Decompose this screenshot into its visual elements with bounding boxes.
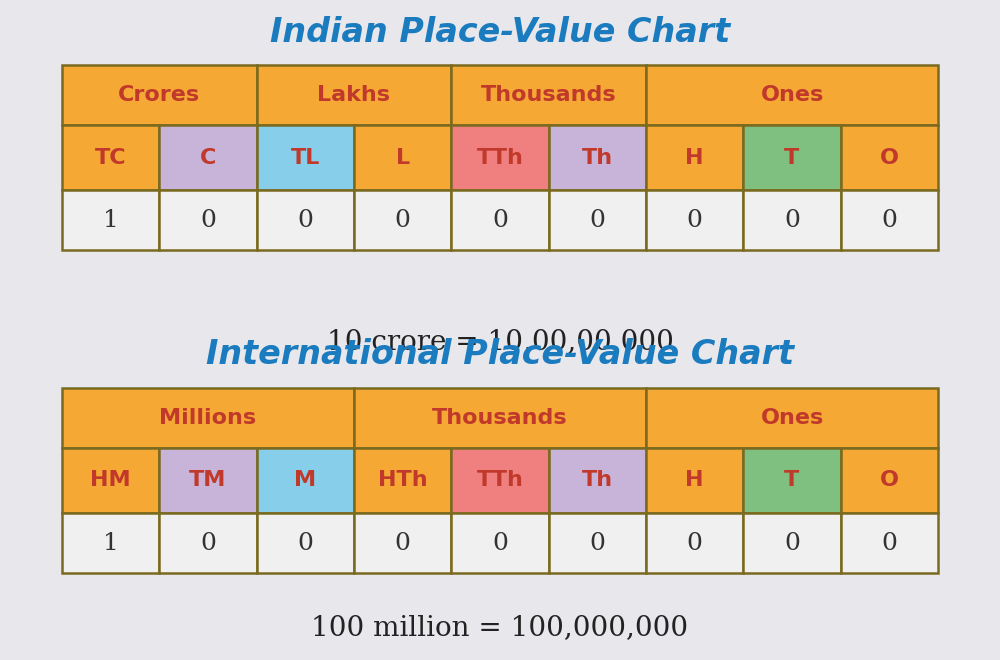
Text: 1: 1: [103, 209, 119, 232]
Bar: [62, 190, 159, 250]
Bar: [646, 125, 743, 190]
Text: HM: HM: [90, 471, 131, 490]
Bar: [354, 190, 451, 250]
Bar: [743, 125, 841, 190]
Text: O: O: [880, 471, 899, 490]
Bar: [257, 125, 354, 190]
Bar: [62, 65, 257, 125]
Bar: [451, 513, 549, 573]
Text: Ones: Ones: [760, 408, 824, 428]
Bar: [549, 448, 646, 513]
Text: 100 million = 100,000,000: 100 million = 100,000,000: [311, 614, 689, 642]
Text: HTh: HTh: [378, 471, 427, 490]
Bar: [159, 125, 257, 190]
Bar: [354, 388, 646, 448]
Bar: [646, 388, 938, 448]
Text: 0: 0: [687, 209, 703, 232]
Bar: [841, 125, 938, 190]
Bar: [62, 125, 159, 190]
Bar: [257, 448, 354, 513]
Text: TTh: TTh: [477, 147, 523, 168]
Text: 0: 0: [881, 209, 897, 232]
Bar: [159, 513, 257, 573]
Bar: [451, 65, 646, 125]
Bar: [549, 190, 646, 250]
Text: Ones: Ones: [760, 85, 824, 105]
Bar: [646, 190, 743, 250]
Text: 0: 0: [784, 209, 800, 232]
Bar: [257, 65, 451, 125]
Bar: [257, 190, 354, 250]
Text: 0: 0: [881, 531, 897, 554]
Text: Th: Th: [582, 147, 613, 168]
Text: Lakhs: Lakhs: [317, 85, 390, 105]
Bar: [841, 513, 938, 573]
Text: 0: 0: [784, 531, 800, 554]
Bar: [451, 125, 549, 190]
Bar: [354, 448, 451, 513]
Bar: [549, 513, 646, 573]
Bar: [451, 448, 549, 513]
Bar: [257, 513, 354, 573]
Text: Crores: Crores: [118, 85, 200, 105]
Text: 0: 0: [297, 531, 313, 554]
Bar: [646, 65, 938, 125]
Bar: [743, 513, 841, 573]
Text: 0: 0: [200, 531, 216, 554]
Text: TM: TM: [189, 471, 227, 490]
Text: 0: 0: [492, 209, 508, 232]
Text: Thousands: Thousands: [432, 408, 568, 428]
Text: TC: TC: [95, 147, 126, 168]
Text: Millions: Millions: [159, 408, 257, 428]
Bar: [743, 448, 841, 513]
Text: International Place-Value Chart: International Place-Value Chart: [206, 339, 794, 372]
Text: TL: TL: [291, 147, 320, 168]
Text: Thousands: Thousands: [481, 85, 616, 105]
Text: Indian Place-Value Chart: Indian Place-Value Chart: [270, 15, 730, 48]
Text: 0: 0: [395, 531, 411, 554]
Bar: [354, 125, 451, 190]
Text: O: O: [880, 147, 899, 168]
Text: H: H: [685, 147, 704, 168]
Text: Th: Th: [582, 471, 613, 490]
Text: T: T: [784, 147, 800, 168]
Text: 0: 0: [297, 209, 313, 232]
Bar: [159, 448, 257, 513]
Text: 0: 0: [492, 531, 508, 554]
Text: T: T: [784, 471, 800, 490]
Bar: [743, 190, 841, 250]
Bar: [62, 388, 354, 448]
Text: 0: 0: [589, 209, 605, 232]
Text: H: H: [685, 471, 704, 490]
Text: 0: 0: [687, 531, 703, 554]
Text: 0: 0: [200, 209, 216, 232]
Text: 0: 0: [395, 209, 411, 232]
Bar: [62, 513, 159, 573]
Text: TTh: TTh: [477, 471, 523, 490]
Bar: [354, 513, 451, 573]
Bar: [549, 125, 646, 190]
Bar: [451, 190, 549, 250]
Text: L: L: [396, 147, 410, 168]
Bar: [62, 448, 159, 513]
Text: 10 crore = 10,00,00,000: 10 crore = 10,00,00,000: [327, 329, 673, 356]
Bar: [646, 513, 743, 573]
Bar: [841, 190, 938, 250]
Text: 1: 1: [103, 531, 119, 554]
Text: M: M: [294, 471, 316, 490]
Text: 0: 0: [589, 531, 605, 554]
Bar: [841, 448, 938, 513]
Text: C: C: [200, 147, 216, 168]
Bar: [159, 190, 257, 250]
Bar: [646, 448, 743, 513]
